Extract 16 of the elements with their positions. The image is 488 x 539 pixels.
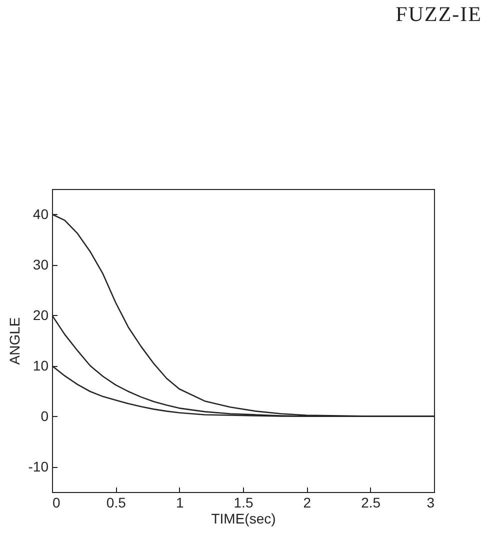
x-tick-label: 1 [176, 494, 184, 510]
x-tick-label: 2 [303, 494, 312, 510]
x-tick-label: 1.5 [234, 494, 254, 510]
text: FUZZ-IE [396, 2, 482, 27]
x-axis-title: TIME(sec) [211, 510, 276, 526]
y-tick-label: 40 [32, 206, 49, 222]
y-axis-title: ANGLE [6, 317, 22, 365]
x-tick-label: 2.5 [361, 494, 381, 510]
y-tick-label: 0 [40, 408, 49, 424]
x-tick-label: 3 [426, 494, 435, 510]
y-tick-label: 30 [32, 256, 49, 272]
x-tick-label: 0.5 [106, 494, 126, 510]
y-tick-label: -10 [28, 458, 49, 474]
x-tick-label: 0 [52, 494, 60, 510]
y-tick-label: 10 [32, 357, 49, 374]
y-tick-label: 20 [32, 306, 49, 323]
